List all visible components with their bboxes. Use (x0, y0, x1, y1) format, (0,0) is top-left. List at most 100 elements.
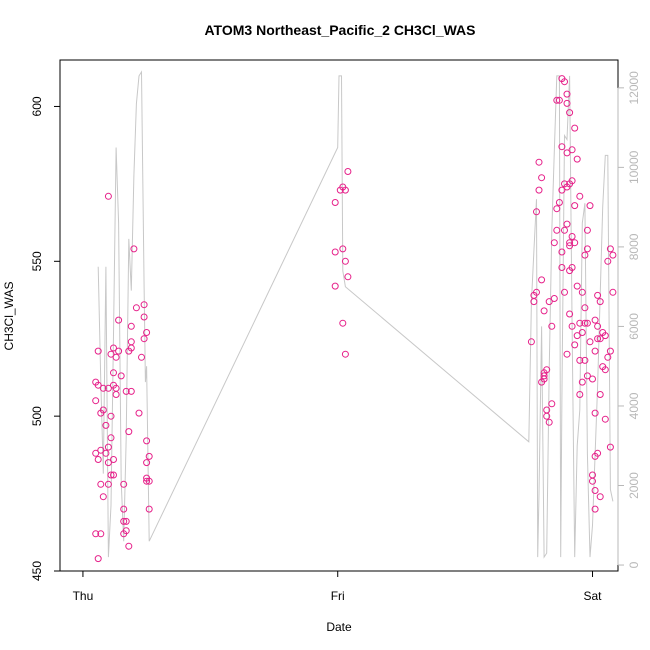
data-point (112, 353, 120, 361)
y-axis-right: 0 2000 4000 6000 8000 10000 12000 (617, 71, 641, 568)
data-point (140, 301, 148, 309)
data-point (112, 391, 120, 398)
data-point (110, 381, 117, 389)
data-point (591, 505, 599, 513)
x-axis: Thu Fri Sat (73, 570, 602, 603)
data-point (571, 202, 579, 210)
data-point (110, 456, 117, 463)
data-point (581, 304, 589, 312)
data-point (553, 96, 561, 104)
data-point (586, 338, 594, 346)
data-point (568, 233, 576, 240)
data-point (107, 350, 115, 358)
plot-frame (59, 59, 619, 572)
data-point (540, 372, 548, 380)
data-point (538, 276, 546, 284)
y2-tick-label: 0 (627, 561, 641, 568)
data-point (125, 542, 133, 550)
data-point (596, 391, 604, 398)
data-point (97, 480, 105, 488)
data-point (145, 452, 153, 460)
data-point (578, 329, 586, 336)
data-point (94, 555, 102, 563)
data-point (573, 332, 581, 340)
data-point (553, 205, 561, 213)
data-point (127, 322, 135, 330)
data-point (331, 248, 339, 256)
data-point (563, 149, 571, 157)
data-point (573, 155, 581, 163)
data-point (107, 471, 115, 479)
data-point (132, 304, 140, 312)
data-point (576, 391, 584, 398)
data-point (92, 378, 100, 386)
data-point (545, 298, 553, 306)
data-point (601, 332, 609, 340)
data-point (127, 338, 135, 346)
data-point (540, 307, 548, 315)
data-point (143, 459, 151, 467)
data-point (578, 378, 586, 386)
data-point (331, 282, 339, 290)
data-point (97, 409, 105, 417)
data-point (563, 90, 571, 98)
data-point (127, 387, 135, 395)
data-point (578, 288, 586, 296)
data-point (576, 356, 584, 364)
data-point (341, 350, 349, 358)
data-point (583, 245, 591, 253)
data-point (143, 437, 151, 445)
data-point (125, 428, 133, 436)
data-point (115, 316, 123, 324)
data-point (581, 319, 589, 327)
data-point (122, 387, 130, 395)
data-point (92, 397, 100, 405)
data-point (99, 384, 107, 392)
data-point (591, 347, 599, 355)
data-point (571, 239, 579, 247)
data-point (543, 412, 551, 420)
data-points (92, 75, 617, 563)
data-point (341, 257, 349, 265)
data-point (563, 220, 571, 228)
data-point (606, 443, 614, 451)
data-point (140, 335, 148, 343)
data-point (94, 347, 102, 355)
data-point (568, 322, 576, 330)
data-point (571, 341, 579, 349)
y2-tick-label: 8000 (627, 233, 641, 260)
data-point (594, 335, 602, 343)
data-point (104, 384, 112, 392)
data-point (589, 375, 596, 383)
data-point (591, 487, 599, 494)
data-point (555, 199, 563, 206)
data-point (341, 186, 349, 194)
data-point (566, 267, 574, 275)
y-tick-label: 500 (30, 406, 44, 426)
data-point (589, 477, 596, 485)
y-axis-left: 450 500 550 600 (30, 96, 61, 581)
data-point (566, 310, 574, 318)
data-point (596, 335, 604, 343)
data-point (601, 366, 609, 374)
data-point (566, 242, 574, 250)
data-point (594, 322, 602, 330)
data-point (558, 143, 566, 151)
data-point (145, 477, 153, 485)
data-point (102, 449, 110, 457)
data-point (97, 530, 105, 538)
data-point (548, 322, 556, 330)
data-point (120, 517, 128, 525)
data-point (120, 505, 128, 513)
data-point (92, 449, 100, 457)
data-point (591, 316, 599, 324)
data-point (104, 443, 112, 451)
data-point (533, 208, 540, 216)
data-point (135, 409, 143, 417)
data-point (122, 527, 130, 535)
data-point (566, 109, 574, 117)
data-point (117, 372, 125, 380)
data-point (110, 471, 117, 479)
data-point (99, 493, 107, 501)
